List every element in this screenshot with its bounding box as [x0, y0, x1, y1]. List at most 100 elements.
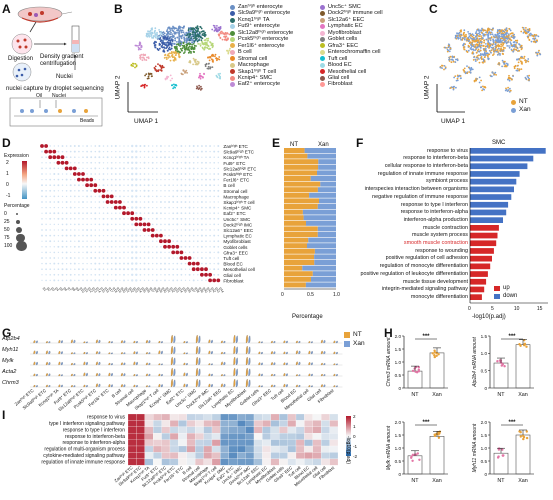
percentage-tick: 100 — [4, 243, 13, 249]
dotplot-dot — [61, 150, 64, 153]
umap-point — [492, 47, 495, 50]
violin-nt — [258, 362, 261, 366]
dotplot-dot — [143, 161, 146, 164]
violin-nt — [70, 352, 73, 355]
dotplot-dot — [57, 150, 60, 153]
dotplot-dot — [164, 257, 166, 259]
violin-nt — [320, 339, 323, 344]
dotplot-dot — [72, 166, 77, 171]
umap-point — [226, 49, 229, 52]
violin-nt — [233, 356, 236, 366]
heatmap-cell — [295, 426, 305, 434]
violin-nt — [220, 340, 223, 344]
umap-point — [522, 28, 525, 31]
heatmap-cell — [153, 445, 162, 453]
dotplot-dot — [147, 189, 150, 192]
violin-xan — [35, 373, 38, 377]
dotplot-dot — [131, 195, 134, 198]
dotplot-dot — [217, 150, 220, 153]
dotplot-dot — [45, 229, 47, 231]
umap-point — [144, 74, 146, 77]
dotplot-dot — [41, 257, 43, 259]
umap-point — [201, 33, 204, 35]
legend-label: Lymphatic EC — [328, 23, 363, 30]
dotplot-dot — [205, 234, 207, 237]
umap-point — [511, 78, 513, 81]
dotplot-dot — [127, 268, 130, 271]
e-bar-xan — [306, 220, 336, 226]
dotplot-dot — [53, 223, 55, 226]
dotplot-dot — [188, 173, 191, 175]
heatmap-cell — [220, 445, 229, 453]
dotplot-dot — [188, 245, 191, 248]
dotplot-dot — [209, 201, 211, 203]
umap-point — [160, 35, 163, 37]
dotplot-dot — [73, 223, 76, 226]
umap-point — [178, 55, 180, 58]
umap-point — [226, 32, 229, 34]
dotplot-dot — [217, 240, 220, 243]
h-point — [437, 431, 440, 434]
umap-point — [201, 46, 204, 49]
step-oil: Oil — [36, 93, 43, 99]
umap-point — [149, 72, 152, 75]
violin-nt — [83, 361, 86, 366]
h-bar — [493, 452, 509, 475]
dotplot-dot — [200, 150, 203, 153]
dotplot-dot — [180, 262, 183, 265]
dotplot-dot — [90, 234, 93, 237]
heatmap-cell — [262, 439, 271, 447]
umap-point — [535, 51, 538, 54]
dotplot-dot — [110, 161, 113, 164]
umap-point — [193, 48, 196, 50]
dotplot-dot — [41, 268, 43, 271]
umap-point — [508, 76, 511, 79]
dotplot-dot — [106, 218, 109, 220]
dotplot-dot — [151, 274, 154, 276]
dotplot-dot — [73, 262, 76, 265]
umap-point — [483, 88, 485, 91]
h-tick: 0.5 — [481, 459, 488, 464]
dotplot-dot — [119, 150, 121, 153]
dotplot-dot — [201, 156, 203, 158]
violin-nt — [295, 384, 298, 388]
dotplot-dot — [57, 217, 60, 220]
dotplot-dot — [131, 273, 134, 276]
umap-point — [159, 65, 162, 68]
dotplot-dot — [160, 156, 162, 159]
violin-xan — [160, 363, 163, 366]
heatmap-cell — [136, 426, 145, 434]
dotplot-dot — [114, 145, 117, 147]
violin-xan — [335, 340, 338, 344]
e-bar-nt — [284, 209, 303, 215]
dotplot-dot — [49, 178, 52, 181]
umap-point — [488, 49, 491, 52]
dotplot-dot — [82, 257, 84, 259]
dotplot-dot — [200, 267, 204, 272]
dotplot-dot — [197, 251, 199, 254]
heatmap-cell — [228, 458, 238, 466]
dotplot-dot — [82, 201, 84, 203]
dotplot-dot — [82, 184, 84, 186]
umap-point — [500, 45, 502, 48]
dotplot-dot — [69, 223, 72, 226]
dotplot-dot — [65, 206, 68, 209]
umap-point — [171, 33, 173, 35]
go-bar — [470, 186, 514, 193]
dotplot-dot — [65, 274, 68, 276]
g-legend-nt: NT — [344, 330, 365, 339]
e-bar-nt — [284, 159, 319, 165]
dotplot-dot — [57, 195, 60, 198]
dotplot-dot — [176, 223, 179, 226]
dotplot-dot — [94, 145, 97, 147]
dotplot-dot — [155, 251, 158, 254]
dotplot-dot — [168, 279, 170, 282]
umap-point — [504, 89, 507, 92]
cluster-legend-item: Myofibroblast — [320, 30, 424, 36]
umap-point — [454, 34, 457, 37]
umap-point — [178, 33, 180, 36]
dotplot-col-label: g2 — [46, 287, 51, 292]
dotplot-dot — [160, 206, 162, 209]
dotplot-dot — [180, 184, 183, 187]
umap-point — [525, 27, 527, 29]
